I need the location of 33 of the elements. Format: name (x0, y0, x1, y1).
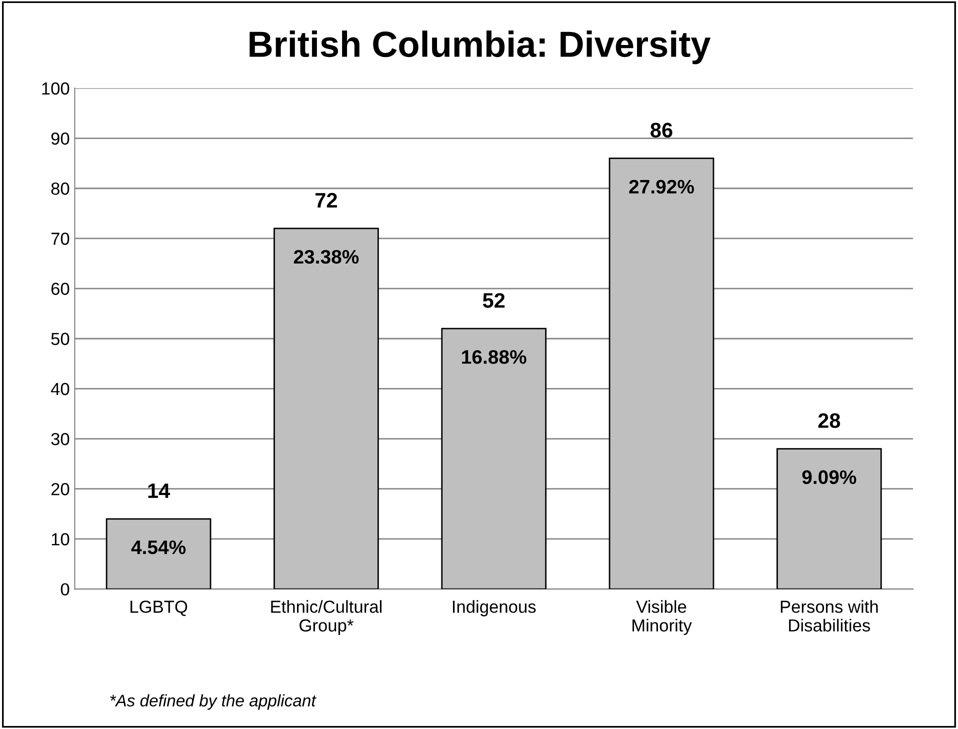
y-tick-label: 50 (51, 332, 70, 346)
y-tick-label: 90 (51, 132, 70, 145)
data-label: 52 (482, 293, 505, 308)
y-tick-label: 40 (50, 382, 70, 396)
x-tick-label: LGBTQ (130, 600, 188, 616)
bar (106, 518, 212, 590)
data-label: 14 (148, 484, 170, 498)
y-tick-label: 60 (51, 282, 70, 295)
bar (441, 328, 547, 590)
bar (776, 448, 882, 590)
bar (608, 158, 714, 590)
annotation: 9.09% (802, 470, 856, 484)
data-label: 86 (650, 122, 672, 138)
x-tick-label: Persons with Disabilities (780, 600, 878, 632)
annotation: 16.88% (462, 350, 526, 364)
x-tick-label: Ethnic/Cultural Group* (271, 600, 382, 636)
y-tick-label: 20 (51, 483, 70, 496)
data-label: 72 (316, 192, 337, 208)
y-tick-label: 100 (42, 82, 70, 95)
y-tick-label: 30 (51, 432, 70, 446)
y-tick-label: 70 (51, 232, 70, 245)
x-tick-label: Visible Minority (632, 600, 692, 636)
annotation: 23.38% (294, 250, 359, 264)
y-tick-label: 0 (60, 583, 70, 596)
data-label: 28 (818, 413, 840, 428)
bar (274, 228, 379, 590)
y-tick-label: 80 (51, 182, 70, 195)
annotation: 4.54% (131, 540, 186, 554)
y-tick-label: 10 (52, 533, 70, 546)
chart-title: British Columbia: Diversity (250, 30, 711, 64)
x-tick-label: Indigenous (452, 600, 536, 616)
text: *As defined by the applicant (110, 694, 316, 710)
annotation: 27.92% (629, 180, 694, 194)
